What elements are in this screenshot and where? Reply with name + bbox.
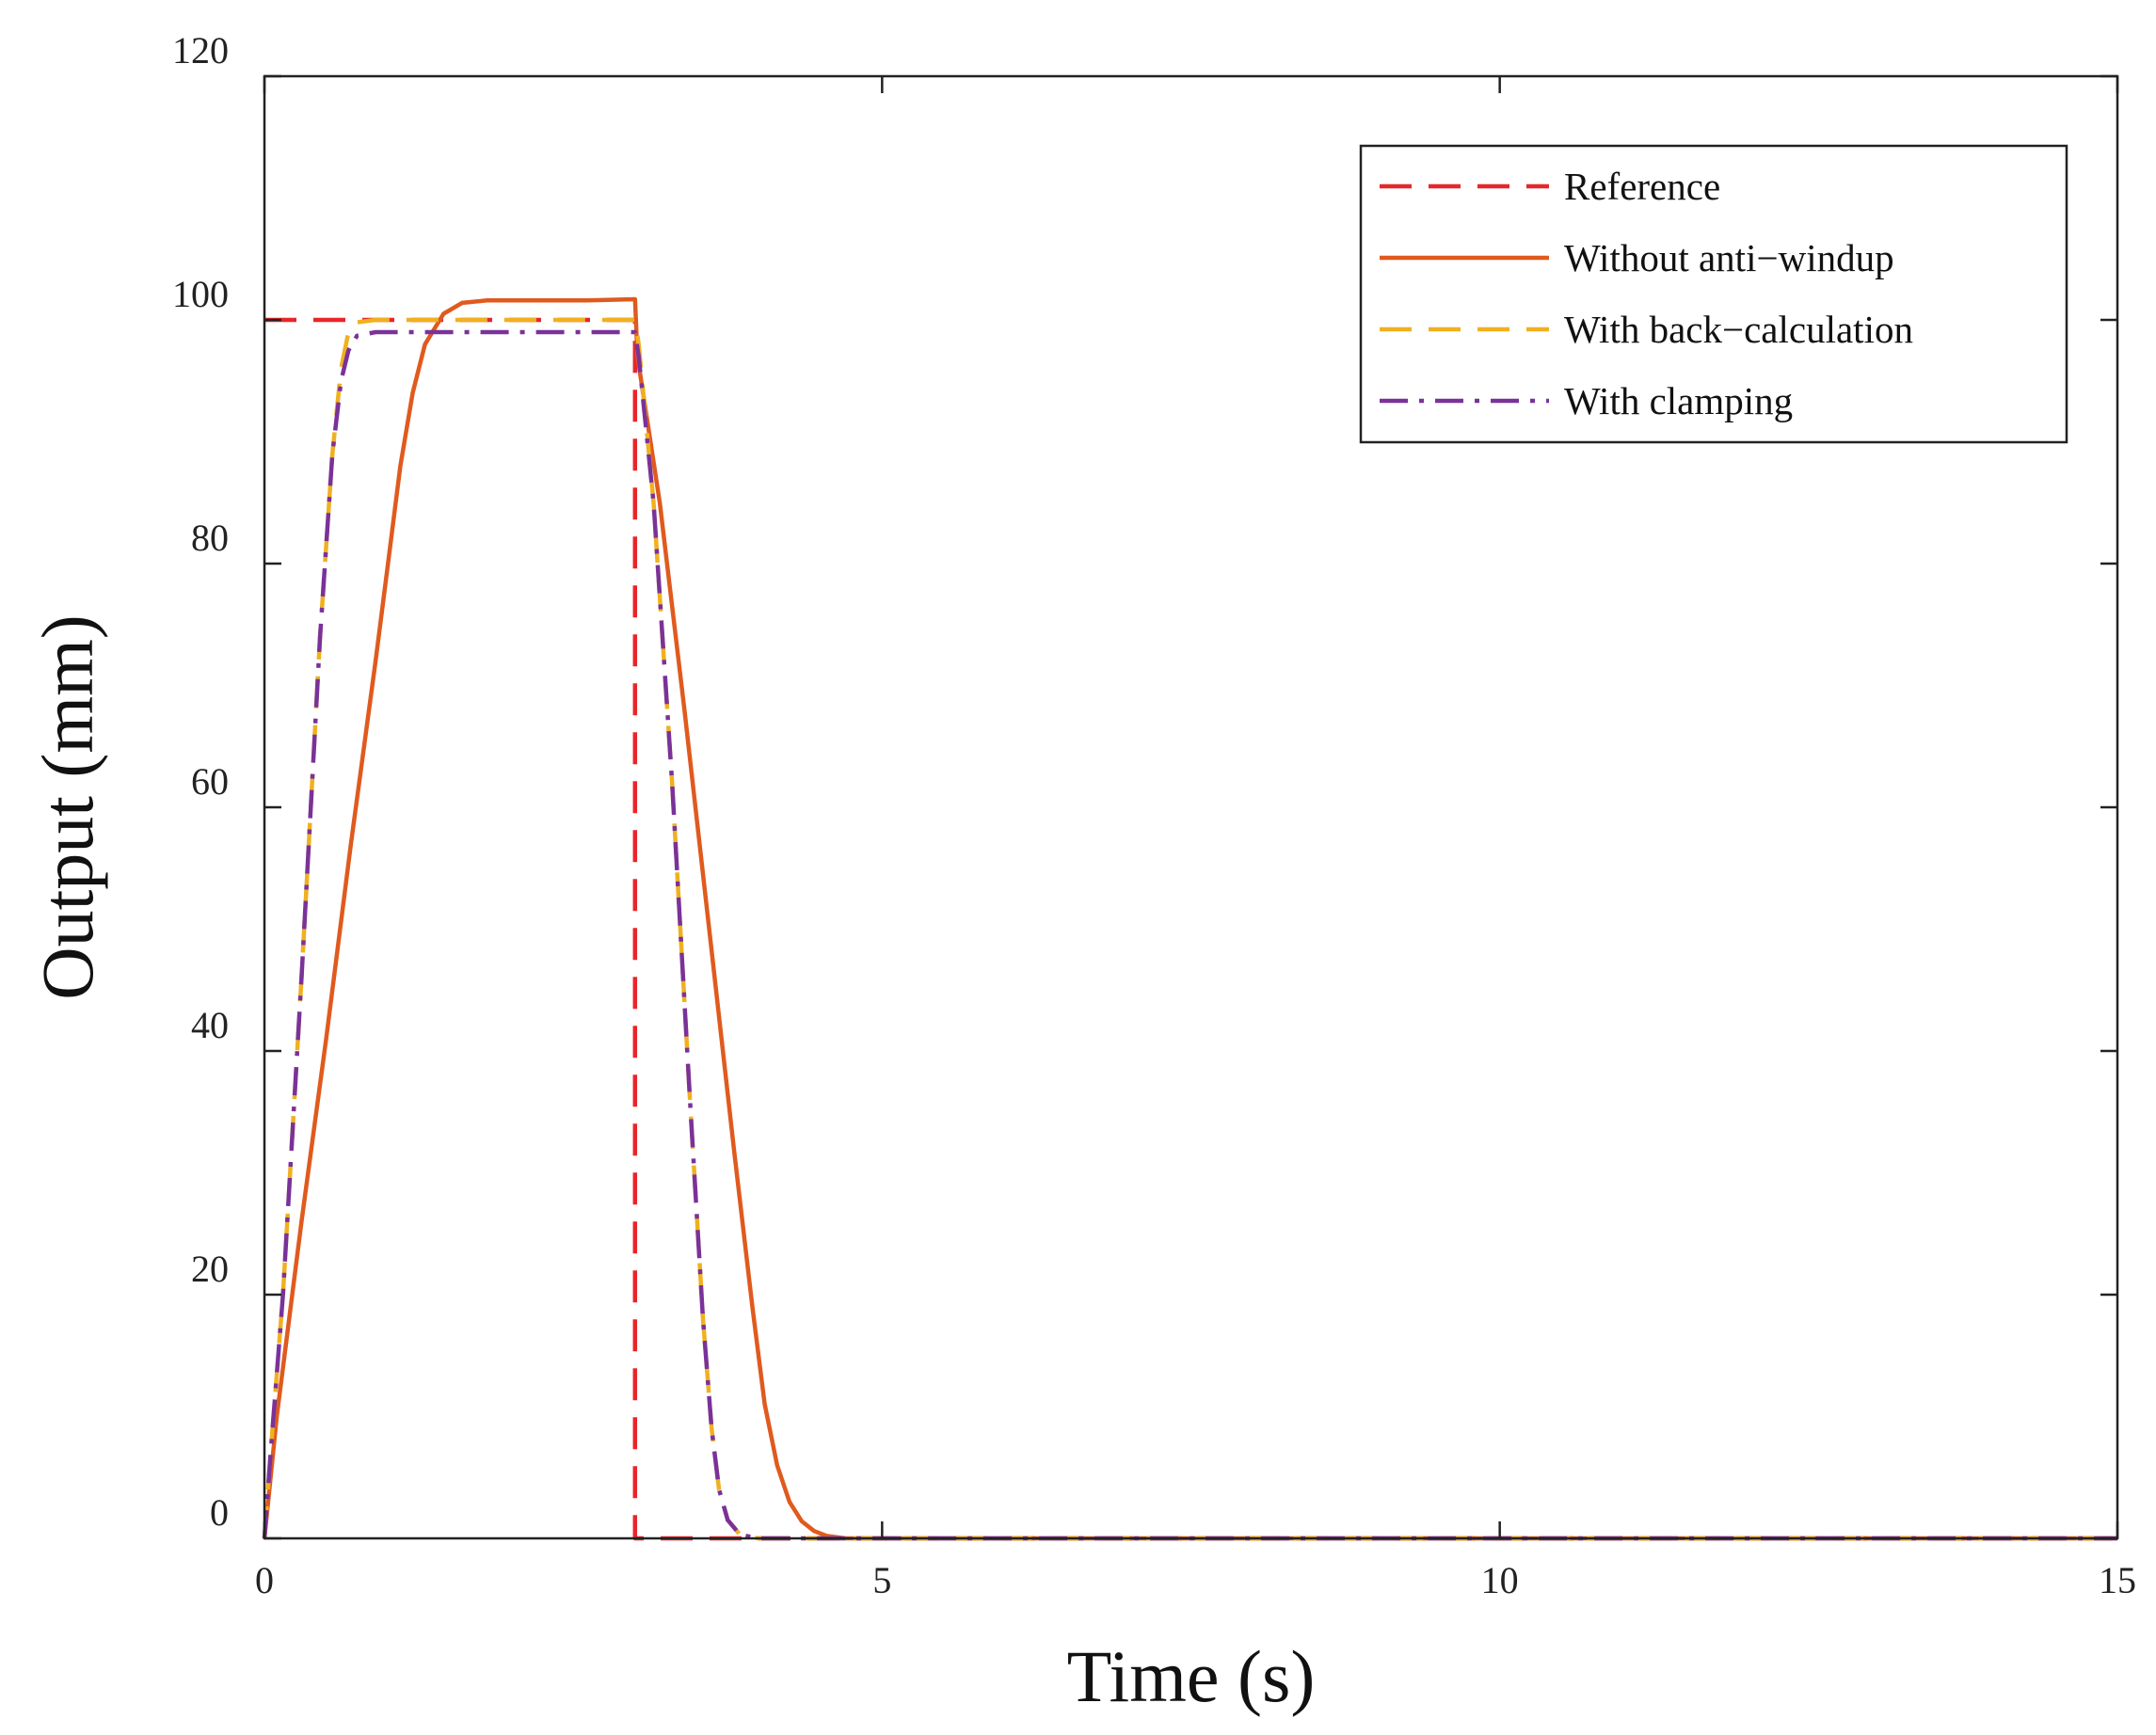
x-tick-label: 0 (255, 1559, 274, 1601)
y-tick-label: 100 (172, 273, 229, 315)
legend-box (1359, 144, 2068, 444)
legend-label-0: Reference (1564, 165, 1720, 208)
axis-ticks (263, 74, 2119, 1540)
axis-tick-labels: 0 5 10 15 0 20 40 60 80 100 120 (172, 29, 2136, 1601)
legend: Reference Without anti−windup With back−ca… (1359, 144, 2068, 444)
y-tick-label: 0 (210, 1491, 229, 1534)
x-tick-label: 5 (872, 1559, 891, 1601)
x-tick-label: 10 (1481, 1559, 1519, 1601)
series-line-2 (262, 317, 2117, 1541)
plot-lines (262, 296, 2117, 1541)
legend-label-3: With clamping (1564, 379, 1793, 422)
legend-label-1: Without anti−windup (1564, 236, 1894, 279)
y-tick-label: 40 (191, 1004, 229, 1046)
y-tick-label: 20 (191, 1248, 229, 1290)
series-line-1 (262, 296, 2117, 1541)
y-axis-label: Output (mm) (26, 614, 108, 999)
x-axis-label: Time (s) (1067, 1635, 1316, 1717)
series-line-3 (262, 329, 2117, 1541)
y-tick-label: 80 (191, 517, 229, 559)
y-tick-label: 120 (172, 29, 229, 72)
x-tick-label: 15 (2099, 1559, 2136, 1601)
y-tick-label: 60 (191, 760, 229, 803)
legend-label-2: With back−calculation (1564, 308, 1913, 351)
series-line-0 (264, 317, 2117, 1541)
